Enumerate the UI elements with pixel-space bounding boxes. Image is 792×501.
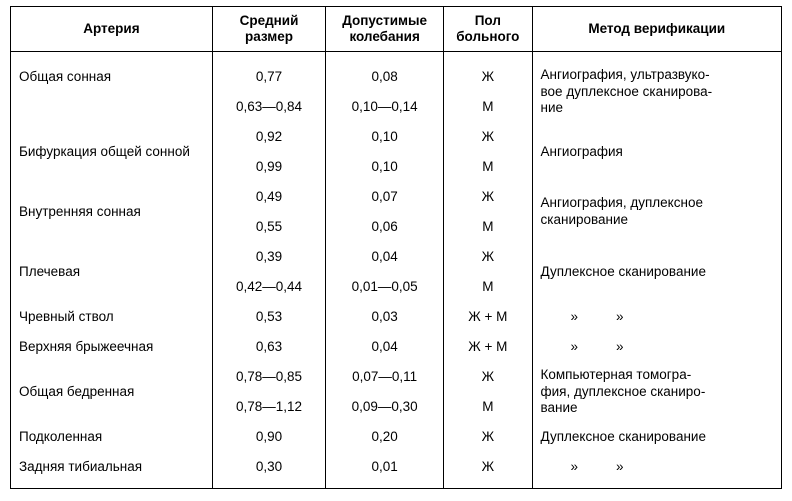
cell-method: Дуплексное сканирование	[541, 422, 775, 452]
cell-sex: М	[452, 272, 523, 302]
cell-method: »»	[541, 302, 775, 332]
cell-sex: Ж	[452, 122, 523, 152]
cell-sex: Ж + М	[452, 302, 523, 332]
cell-sex: Ж + М	[452, 332, 523, 362]
ditto-mark: »»	[541, 339, 775, 355]
cell-sex: М	[452, 212, 523, 242]
cell-sex: М	[452, 392, 523, 422]
cell-size: 0,78—0,85	[221, 362, 317, 392]
cell-artery: Бифуркация общей сонной	[19, 122, 208, 182]
cell-sex: Ж	[452, 62, 523, 92]
cell-size: 0,99	[221, 152, 317, 182]
col-artery: Общая сонная Бифуркация общей сонной Вну…	[11, 51, 213, 488]
cell-artery	[19, 92, 208, 122]
cell-size: 0,90	[221, 422, 317, 452]
cell-size: 0,39	[221, 242, 317, 272]
cell-size: 0,30	[221, 452, 317, 482]
cell-sex: Ж	[452, 422, 523, 452]
method-line: Ангиография, ультразвуко-	[541, 67, 710, 82]
col-sex: Ж М Ж М Ж М Ж М Ж + М Ж + М Ж М Ж Ж	[444, 51, 532, 488]
artery-size-table: Артерия Средний размер Допустимые колеба…	[10, 6, 782, 489]
cell-var: 0,01	[334, 452, 435, 482]
cell-method: Компьютерная томогра- фия, дуплексное ск…	[541, 362, 775, 422]
cell-method: »»	[541, 332, 775, 362]
method-line: фия, дуплексное сканиро-	[541, 384, 706, 399]
cell-size: 0,63	[221, 332, 317, 362]
header-avg-size: Средний размер	[212, 7, 325, 52]
cell-method: »»	[541, 452, 775, 482]
cell-sex: Ж	[452, 242, 523, 272]
col-method: Ангиография, ультразвуко- вое дуплексное…	[532, 51, 781, 488]
method-line: Компьютерная томогра-	[541, 367, 692, 382]
cell-size: 0,63—0,84	[221, 92, 317, 122]
header-method: Метод верификации	[532, 7, 781, 52]
cell-size: 0,55	[221, 212, 317, 242]
cell-size: 0,49	[221, 182, 317, 212]
cell-artery: Задняя тибиальная	[19, 452, 208, 482]
ditto-mark: »»	[541, 459, 775, 475]
cell-method: Ангиография	[541, 122, 775, 182]
method-line: вание	[541, 400, 578, 415]
cell-var: 0,03	[334, 302, 435, 332]
method-line: вое дуплексное сканирова-	[541, 84, 713, 99]
ditto-mark: »»	[541, 309, 775, 325]
cell-var: 0,06	[334, 212, 435, 242]
cell-sex: М	[452, 152, 523, 182]
cell-var: 0,01—0,05	[334, 272, 435, 302]
header-row: Артерия Средний размер Допустимые колеба…	[11, 7, 782, 52]
table-body-row: Общая сонная Бифуркация общей сонной Вну…	[11, 51, 782, 488]
method-line: сканирование	[541, 212, 629, 227]
cell-sex: М	[452, 92, 523, 122]
cell-var: 0,04	[334, 242, 435, 272]
cell-method: Дуплексное сканирование	[541, 242, 775, 302]
cell-artery: Общая сонная	[19, 62, 208, 92]
header-variance: Допустимые колебания	[326, 7, 444, 52]
cell-var: 0,07	[334, 182, 435, 212]
cell-var: 0,04	[334, 332, 435, 362]
col-variance: 0,08 0,10—0,14 0,10 0,10 0,07 0,06 0,04 …	[326, 51, 444, 488]
cell-sex: Ж	[452, 362, 523, 392]
cell-var: 0,08	[334, 62, 435, 92]
cell-size: 0,42—0,44	[221, 272, 317, 302]
cell-artery: Плечевая	[19, 242, 208, 302]
cell-var: 0,09—0,30	[334, 392, 435, 422]
cell-size: 0,53	[221, 302, 317, 332]
cell-artery: Общая бедренная	[19, 362, 208, 422]
method-line: Ангиография, дуплексное	[541, 195, 703, 210]
cell-artery: Подколенная	[19, 422, 208, 452]
method-line: Дуплексное сканирование	[541, 264, 706, 279]
header-sex: Пол больного	[444, 7, 532, 52]
cell-size: 0,77	[221, 62, 317, 92]
cell-artery: Верхняя брыжеечная	[19, 332, 208, 362]
cell-sex: Ж	[452, 182, 523, 212]
col-avg-size: 0,77 0,63—0,84 0,92 0,99 0,49 0,55 0,39 …	[212, 51, 325, 488]
cell-method: Ангиография, ультразвуко- вое дуплексное…	[541, 62, 775, 122]
method-line: ние	[541, 100, 564, 115]
cell-size: 0,78—1,12	[221, 392, 317, 422]
cell-artery: Чревный ствол	[19, 302, 208, 332]
header-artery: Артерия	[11, 7, 213, 52]
cell-var: 0,07—0,11	[334, 362, 435, 392]
cell-var: 0,10	[334, 122, 435, 152]
method-line: Ангиография	[541, 144, 623, 159]
cell-artery: Внутренняя сонная	[19, 182, 208, 242]
cell-var: 0,10	[334, 152, 435, 182]
cell-sex: Ж	[452, 452, 523, 482]
cell-size: 0,92	[221, 122, 317, 152]
cell-var: 0,20	[334, 422, 435, 452]
method-line: Дуплексное сканирование	[541, 429, 706, 444]
cell-var: 0,10—0,14	[334, 92, 435, 122]
cell-method: Ангиография, дуплексное сканирование	[541, 182, 775, 242]
